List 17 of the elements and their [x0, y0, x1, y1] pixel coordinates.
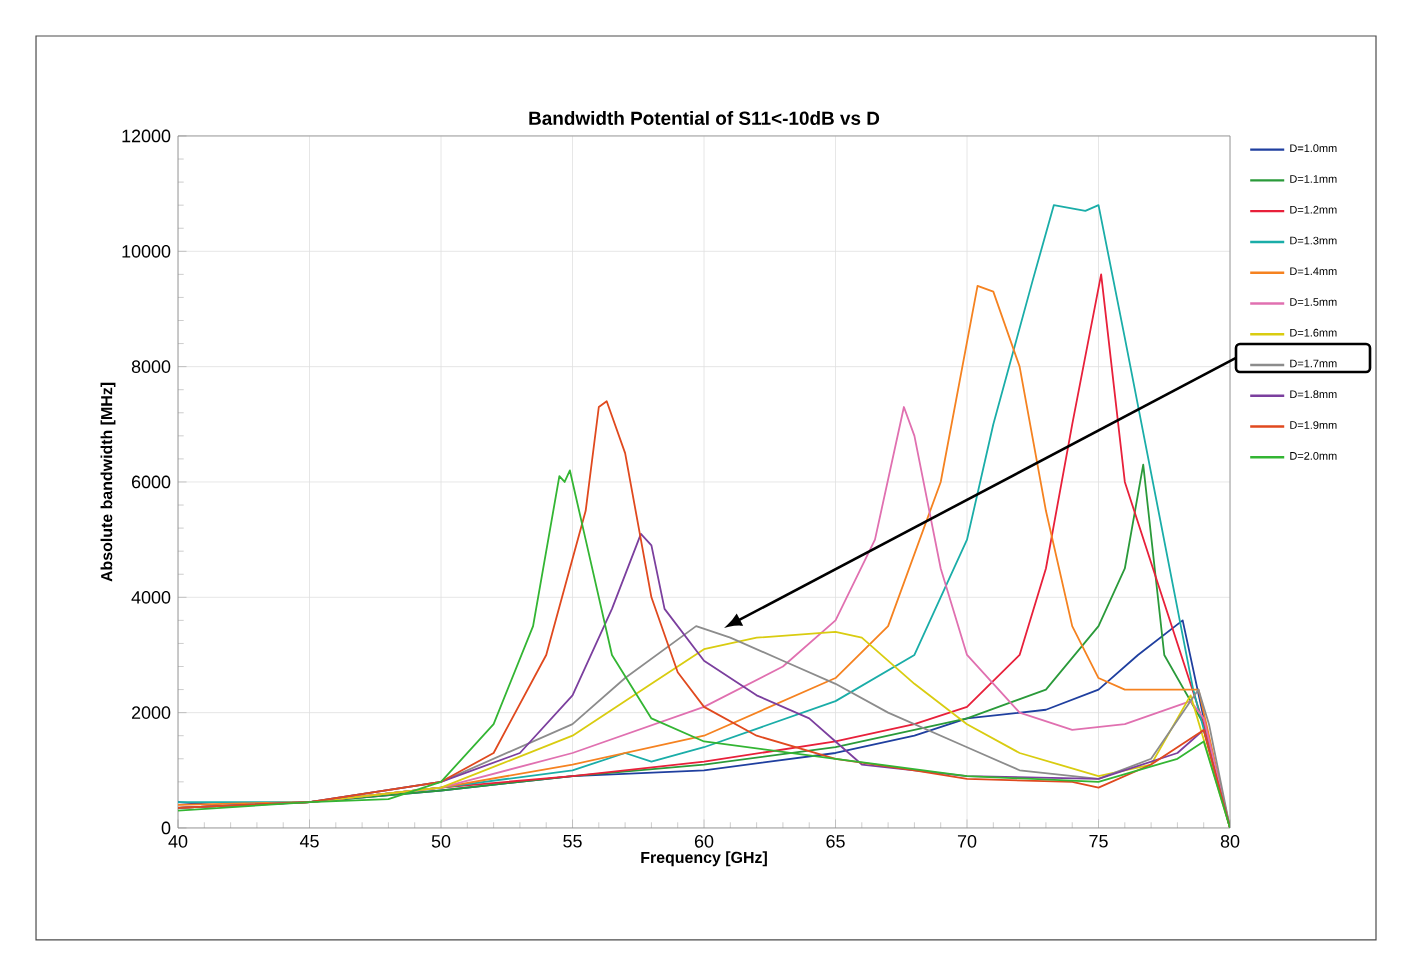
- y-tick-label: 2000: [131, 706, 171, 719]
- x-tick-label: 65: [826, 835, 845, 848]
- x-tick-label: 45: [299, 835, 319, 848]
- x-tick-label: 70: [957, 835, 977, 848]
- y-tick-label: 4000: [131, 590, 171, 604]
- x-tick-label: 55: [563, 835, 582, 848]
- x-tick-label: 60: [694, 835, 714, 848]
- y-tick-label: 12000: [122, 129, 171, 143]
- y-tick-label: 0: [161, 821, 171, 835]
- x-tick-label: 80: [1220, 835, 1240, 848]
- x-tick-label: 40: [168, 835, 188, 848]
- y-tick-label: 6000: [131, 475, 171, 489]
- x-tick-label: 75: [1089, 835, 1108, 848]
- x-tick-label: 50: [431, 835, 451, 848]
- chart-title: Bandwidth Potential of S11<-10dB vs D: [529, 111, 880, 125]
- y-tick-label: 8000: [131, 360, 171, 373]
- y-tick-label: 10000: [122, 244, 171, 258]
